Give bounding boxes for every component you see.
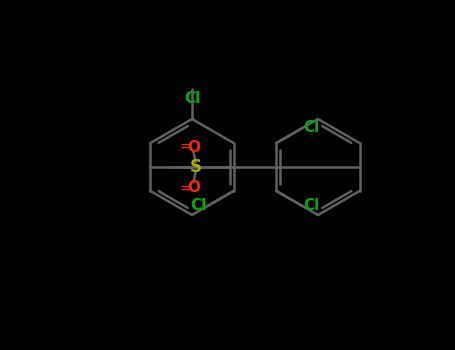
Text: Cl: Cl — [303, 120, 320, 135]
Text: S: S — [190, 158, 202, 176]
Text: =: = — [179, 139, 192, 154]
Text: O: O — [187, 140, 200, 154]
Text: Cl: Cl — [303, 198, 320, 214]
Text: Cl: Cl — [184, 91, 200, 106]
Text: Cl: Cl — [190, 198, 207, 214]
Text: =: = — [179, 181, 192, 196]
Text: O: O — [187, 180, 200, 195]
